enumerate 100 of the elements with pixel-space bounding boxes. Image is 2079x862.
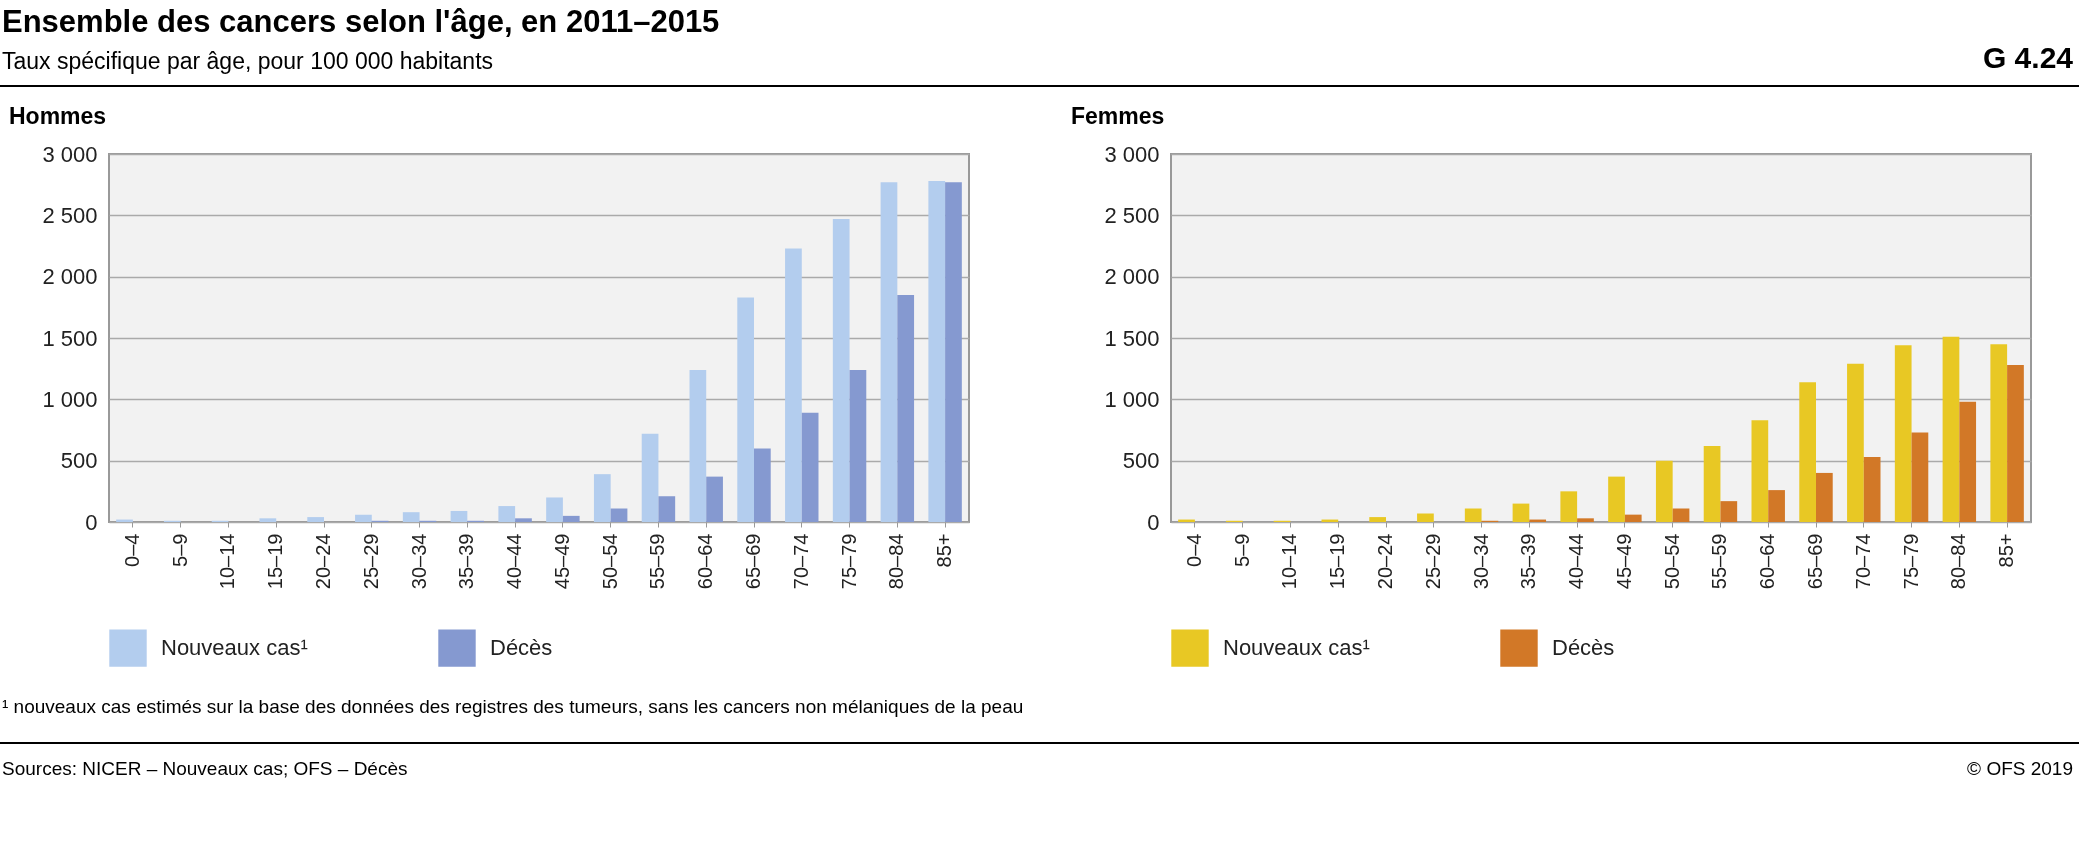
bar	[402, 512, 420, 522]
x-tick-label: 0–4	[1182, 533, 1205, 567]
bar	[945, 182, 962, 522]
bar	[785, 248, 802, 522]
text: © OFS 2019	[1967, 758, 2073, 780]
y-tick-label: 2 000	[1104, 264, 1160, 290]
x-tick-label: 45–49	[1612, 533, 1635, 590]
bar	[1417, 513, 1434, 522]
y-tick-label: 3 000	[42, 141, 98, 167]
x-tick-label: 15–19	[1326, 533, 1349, 590]
y-tick-label: 0	[1147, 509, 1160, 535]
bar	[2007, 364, 2024, 522]
text: Ensemble des cancers selon l'âge, en 2011–2015	[2, 4, 720, 40]
bar	[1464, 508, 1482, 522]
text: G 4.24	[1982, 41, 2073, 75]
x-tick-label: 75–79	[1899, 533, 1922, 590]
y-tick-label: 1 500	[1104, 325, 1160, 351]
bar	[1942, 336, 1960, 522]
y-tick-label: 1 000	[42, 386, 98, 412]
y-tick-label: 2 000	[42, 264, 98, 290]
x-tick-label: 75–79	[837, 533, 860, 590]
bar	[1560, 491, 1578, 522]
bar	[754, 448, 771, 522]
y-tick-label: 1 000	[1104, 386, 1160, 412]
chart-title: Hommes	[9, 103, 107, 129]
x-tick-label: 20–24	[312, 533, 334, 590]
y-tick-label: 3 000	[1104, 141, 1160, 167]
bar	[1863, 456, 1881, 522]
bar	[593, 474, 611, 522]
x-tick-label: 25–29	[359, 533, 382, 590]
bar	[610, 508, 628, 522]
x-tick-label: 60–64	[694, 533, 717, 590]
bar	[1703, 445, 1721, 522]
bar	[1816, 472, 1833, 522]
bar	[498, 506, 516, 522]
source-note: Sources: NICER – Nouveaux cas; OFS – Décès	[2, 758, 408, 780]
bar	[1959, 401, 1977, 522]
x-tick-label: 80–84	[885, 533, 908, 590]
x-tick-label: 30–34	[407, 533, 430, 590]
bar	[737, 297, 754, 522]
bar	[897, 295, 915, 522]
bar	[880, 182, 898, 522]
bar	[832, 219, 850, 522]
bar	[689, 369, 707, 522]
bar	[1672, 508, 1690, 522]
bar	[1608, 476, 1625, 522]
x-tick-label: 55–59	[1708, 533, 1731, 590]
chart-title: Femmes	[1071, 103, 1165, 129]
bar	[1990, 344, 2008, 522]
x-tick-label: 40–44	[1565, 533, 1588, 590]
x-tick-label: 70–74	[789, 533, 812, 590]
x-tick-label: 10–14	[216, 533, 239, 590]
bar	[706, 476, 723, 522]
y-tick-label: 500	[60, 448, 98, 474]
bar	[546, 497, 563, 522]
bar	[1799, 382, 1816, 522]
bar	[355, 514, 372, 522]
x-tick-label: 40–44	[503, 533, 526, 590]
x-tick-label: 65–69	[1804, 533, 1826, 590]
bar	[801, 412, 819, 522]
x-tick-label: 85+	[1995, 533, 2018, 568]
legend-label: Décès	[1552, 635, 1615, 661]
x-tick-label: 50–54	[1660, 533, 1683, 590]
x-tick-label: 30–34	[1469, 533, 1492, 590]
y-tick-label: 0	[85, 509, 98, 535]
bar	[641, 433, 659, 522]
x-tick-label: 65–69	[742, 533, 764, 590]
bar	[515, 518, 532, 522]
x-tick-label: 35–39	[455, 533, 478, 590]
x-tick-label: 5–9	[1230, 533, 1253, 567]
text: Taux spécifique par âge, pour 100 000 habitants	[2, 48, 495, 75]
bar	[928, 180, 946, 522]
bar	[562, 515, 580, 522]
x-tick-label: 35–39	[1517, 533, 1540, 590]
bar	[307, 517, 324, 522]
bar	[1577, 518, 1594, 522]
bar	[1655, 460, 1673, 522]
bar	[1768, 490, 1785, 522]
bar	[1720, 501, 1738, 522]
x-tick-label: 50–54	[598, 533, 621, 590]
x-tick-label: 5–9	[168, 533, 191, 567]
x-tick-label: 25–29	[1421, 533, 1444, 590]
y-tick-label: 500	[1122, 448, 1160, 474]
bar	[1847, 363, 1864, 522]
x-tick-label: 10–14	[1278, 533, 1301, 590]
bar	[450, 510, 468, 522]
text: ¹ nouveaux cas estimés sur la base des données des registres des tumeurs, sans les cancers non mélaniques de la peau	[0, 688, 2079, 744]
legend-label: Nouveaux cas¹	[1223, 635, 1370, 661]
x-tick-label: 60–64	[1756, 533, 1779, 590]
bar	[1751, 420, 1769, 522]
legend-label: Nouveaux cas¹	[161, 635, 308, 661]
legend-label: Décès	[490, 635, 553, 661]
x-tick-label: 55–59	[646, 533, 669, 590]
bar	[1624, 514, 1642, 522]
bar	[1512, 503, 1530, 522]
x-tick-label: 70–74	[1851, 533, 1874, 590]
bar	[849, 369, 867, 522]
y-tick-label: 2 500	[42, 202, 98, 228]
x-tick-label: 45–49	[550, 533, 573, 590]
x-tick-label: 80–84	[1947, 533, 1970, 590]
